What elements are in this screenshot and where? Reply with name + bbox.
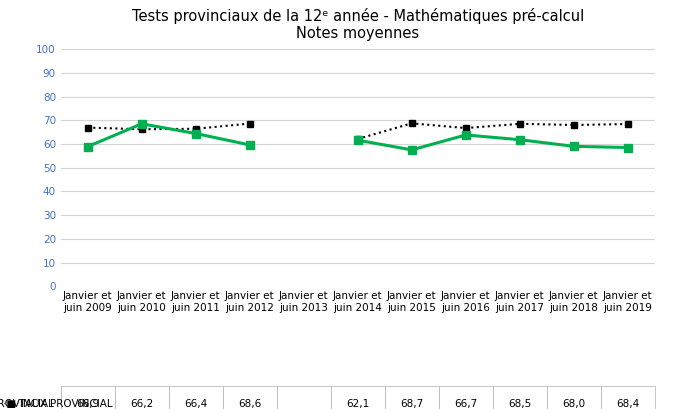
Text: ■••TAUX PROVINCIAL: ■••TAUX PROVINCIAL <box>0 399 54 409</box>
Title: Tests provinciaux de la 12ᵉ année - Mathématiques pré-calcul
Notes moyennes: Tests provinciaux de la 12ᵉ année - Math… <box>132 8 584 41</box>
Text: ·■·TAUX PROVINCIAL: ·■·TAUX PROVINCIAL <box>3 399 113 409</box>
